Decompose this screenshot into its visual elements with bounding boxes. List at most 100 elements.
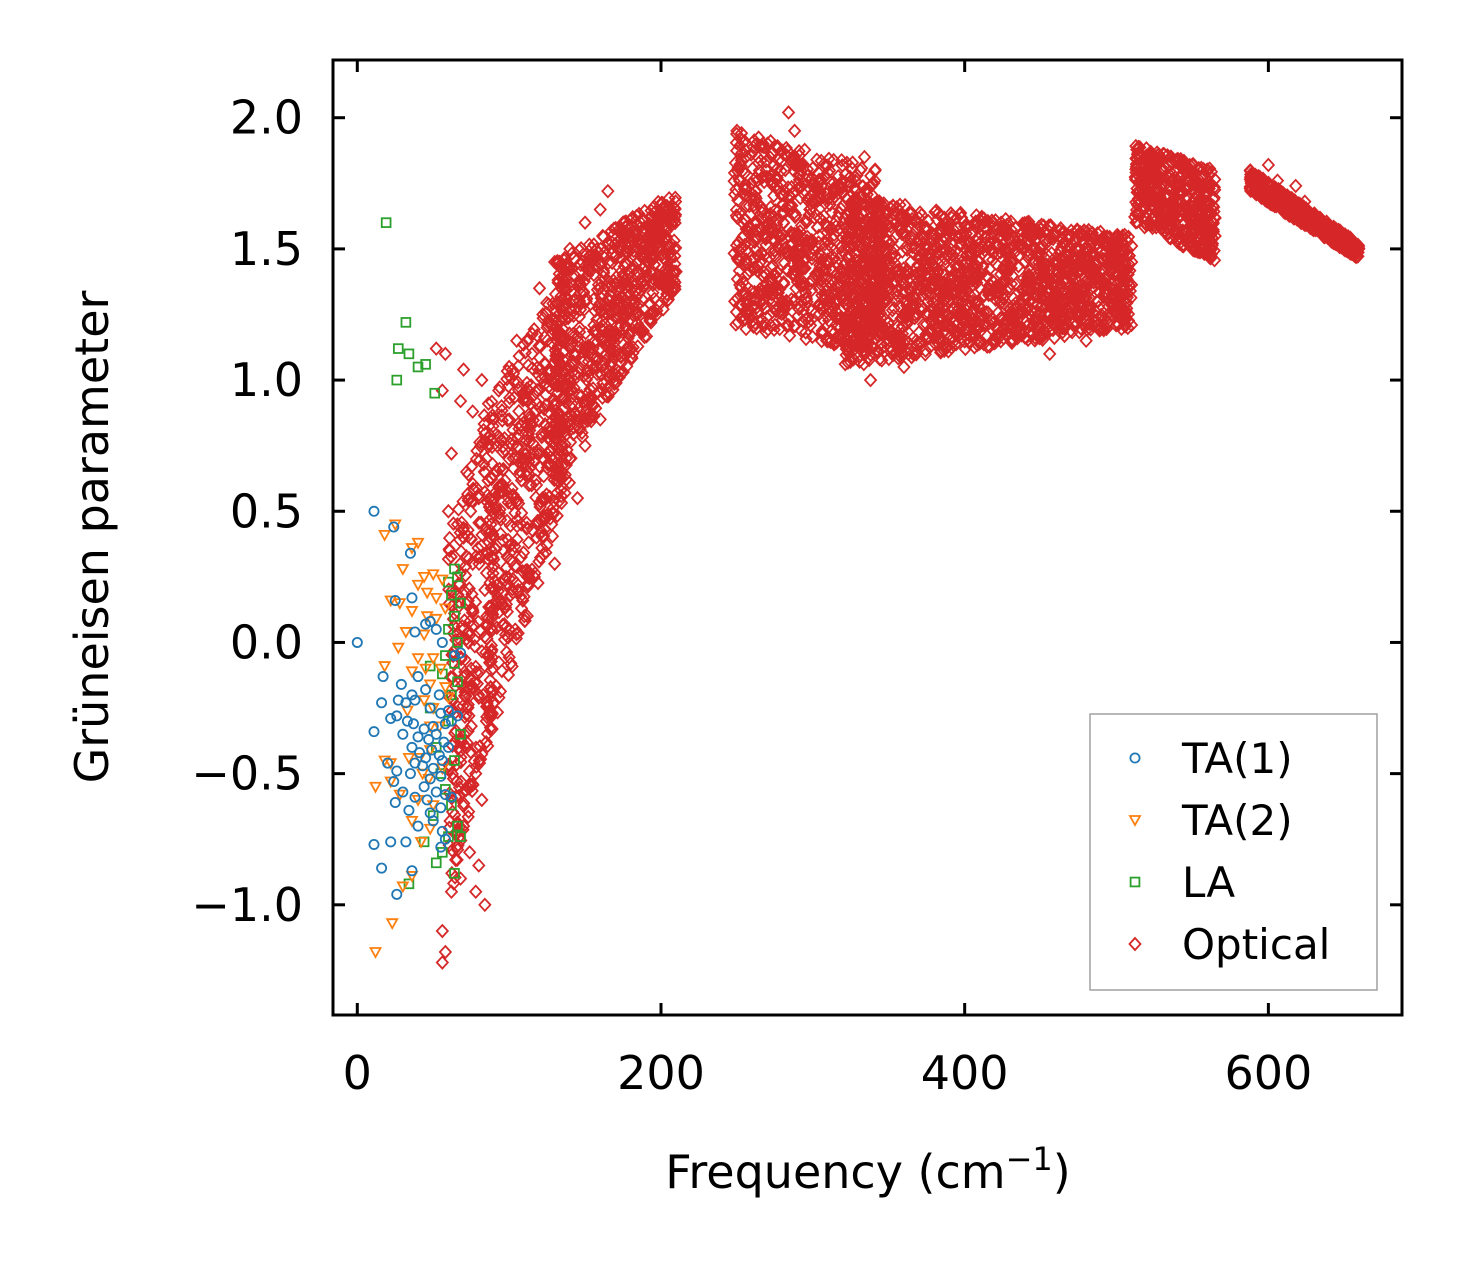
optical-density-point (893, 334, 907, 349)
optical-density-point (895, 318, 910, 334)
optical-density-point (594, 290, 608, 306)
optical-density-point (1199, 194, 1213, 209)
optical-density-point (986, 274, 1000, 289)
optical-density-point (767, 322, 781, 338)
optical-density-point (900, 316, 914, 332)
optical-density-point (1082, 290, 1097, 306)
optical-density-point (733, 157, 747, 172)
optical-density-point (989, 256, 1003, 272)
optical-density-point (827, 286, 842, 302)
optical-density-point (548, 304, 563, 320)
optical-density-point (812, 298, 827, 313)
optical-density-point (997, 285, 1011, 301)
optical-density-point (810, 220, 825, 235)
optical-density-point (1160, 219, 1174, 235)
optical-density-point (1028, 288, 1042, 304)
optical-density-point (460, 700, 475, 716)
optical-density-point (739, 243, 753, 258)
optical-density-point (625, 294, 639, 310)
optical-density-point (1100, 307, 1115, 323)
optical-density-point (591, 277, 606, 293)
optical-density-point (974, 313, 988, 329)
optical-density-point (1120, 234, 1135, 249)
optical-density-point (465, 605, 480, 620)
optical-density-point (754, 254, 768, 269)
optical-density-point (1071, 297, 1086, 313)
optical-density-point (476, 422, 491, 438)
optical-density-point (669, 264, 683, 279)
optical-density-point (803, 318, 818, 333)
optical-density-point (569, 406, 583, 421)
optical-density-point (608, 367, 622, 382)
optical-density-point (588, 400, 603, 416)
optical-density-point (622, 325, 636, 341)
optical-density-point (944, 340, 959, 355)
optical-density-point (1166, 204, 1180, 220)
optical-density-point (533, 499, 547, 515)
optical-density-point (502, 451, 516, 467)
optical-density-point (841, 307, 855, 323)
optical-density-point (464, 718, 478, 734)
optical-density-point (797, 176, 811, 192)
optical-density-point (473, 548, 487, 564)
optical-density-point (862, 352, 876, 368)
optical-density-point (852, 349, 866, 364)
optical-density-point (453, 576, 467, 592)
optical-density-point (1004, 214, 1018, 229)
optical-density-point (636, 272, 651, 287)
optical-density-point (977, 220, 991, 236)
optical-density-point (865, 219, 879, 235)
optical-density-point (486, 602, 501, 617)
optical-density-point (1006, 298, 1020, 314)
optical-density-point (760, 169, 774, 185)
optical-density-point (490, 704, 505, 720)
optical-density-point (624, 341, 638, 356)
optical-density-point (996, 290, 1011, 306)
optical-density-point (452, 780, 467, 795)
optical-density-point (1047, 277, 1062, 293)
optical-density-point (527, 454, 542, 470)
optical-density-point (448, 734, 462, 750)
optical-density-point (898, 197, 912, 213)
optical-density-point (525, 326, 539, 342)
optical-density-point (587, 317, 601, 333)
optical-density-point (749, 213, 763, 229)
optical-density-point (520, 463, 535, 479)
optical-density-point (926, 251, 941, 267)
optical-density-point (793, 190, 808, 206)
optical-density-point (1096, 229, 1111, 245)
optical-density-point (462, 581, 476, 596)
optical-density-point (837, 211, 851, 227)
optical-density-point (970, 268, 985, 283)
optical-density-point (465, 600, 479, 616)
optical-density-point (770, 238, 785, 253)
optical-density-point (878, 230, 892, 246)
optical-density-point (782, 328, 797, 343)
optical-density-point (770, 177, 784, 193)
optical-density-point (550, 378, 564, 394)
optical-density-point (855, 335, 869, 350)
optical-density-point (843, 169, 857, 185)
optical-density-point (575, 425, 589, 441)
optical-density-point (792, 166, 807, 182)
optical-density-point (885, 233, 899, 249)
optical-density-point (798, 260, 812, 276)
optical-density-point (536, 468, 551, 484)
optical-density-point (812, 281, 827, 297)
optical-density-point (632, 206, 646, 222)
optical-density-point (803, 188, 818, 203)
optical-density-point (867, 254, 881, 270)
optical-density-point (866, 324, 881, 339)
optical-density-point (942, 294, 956, 310)
optical-density-point (1005, 306, 1020, 322)
optical-density-point (876, 269, 890, 285)
optical-density-point (861, 282, 875, 297)
optical-density-point (971, 242, 985, 257)
optical-density-point (492, 461, 507, 477)
optical-density-point (894, 345, 909, 360)
optical-density-point (757, 248, 772, 263)
optical-density-point (549, 309, 564, 325)
optical-density-point (805, 194, 819, 210)
optical-density-point (451, 699, 465, 715)
optical-density-point (1162, 188, 1177, 204)
